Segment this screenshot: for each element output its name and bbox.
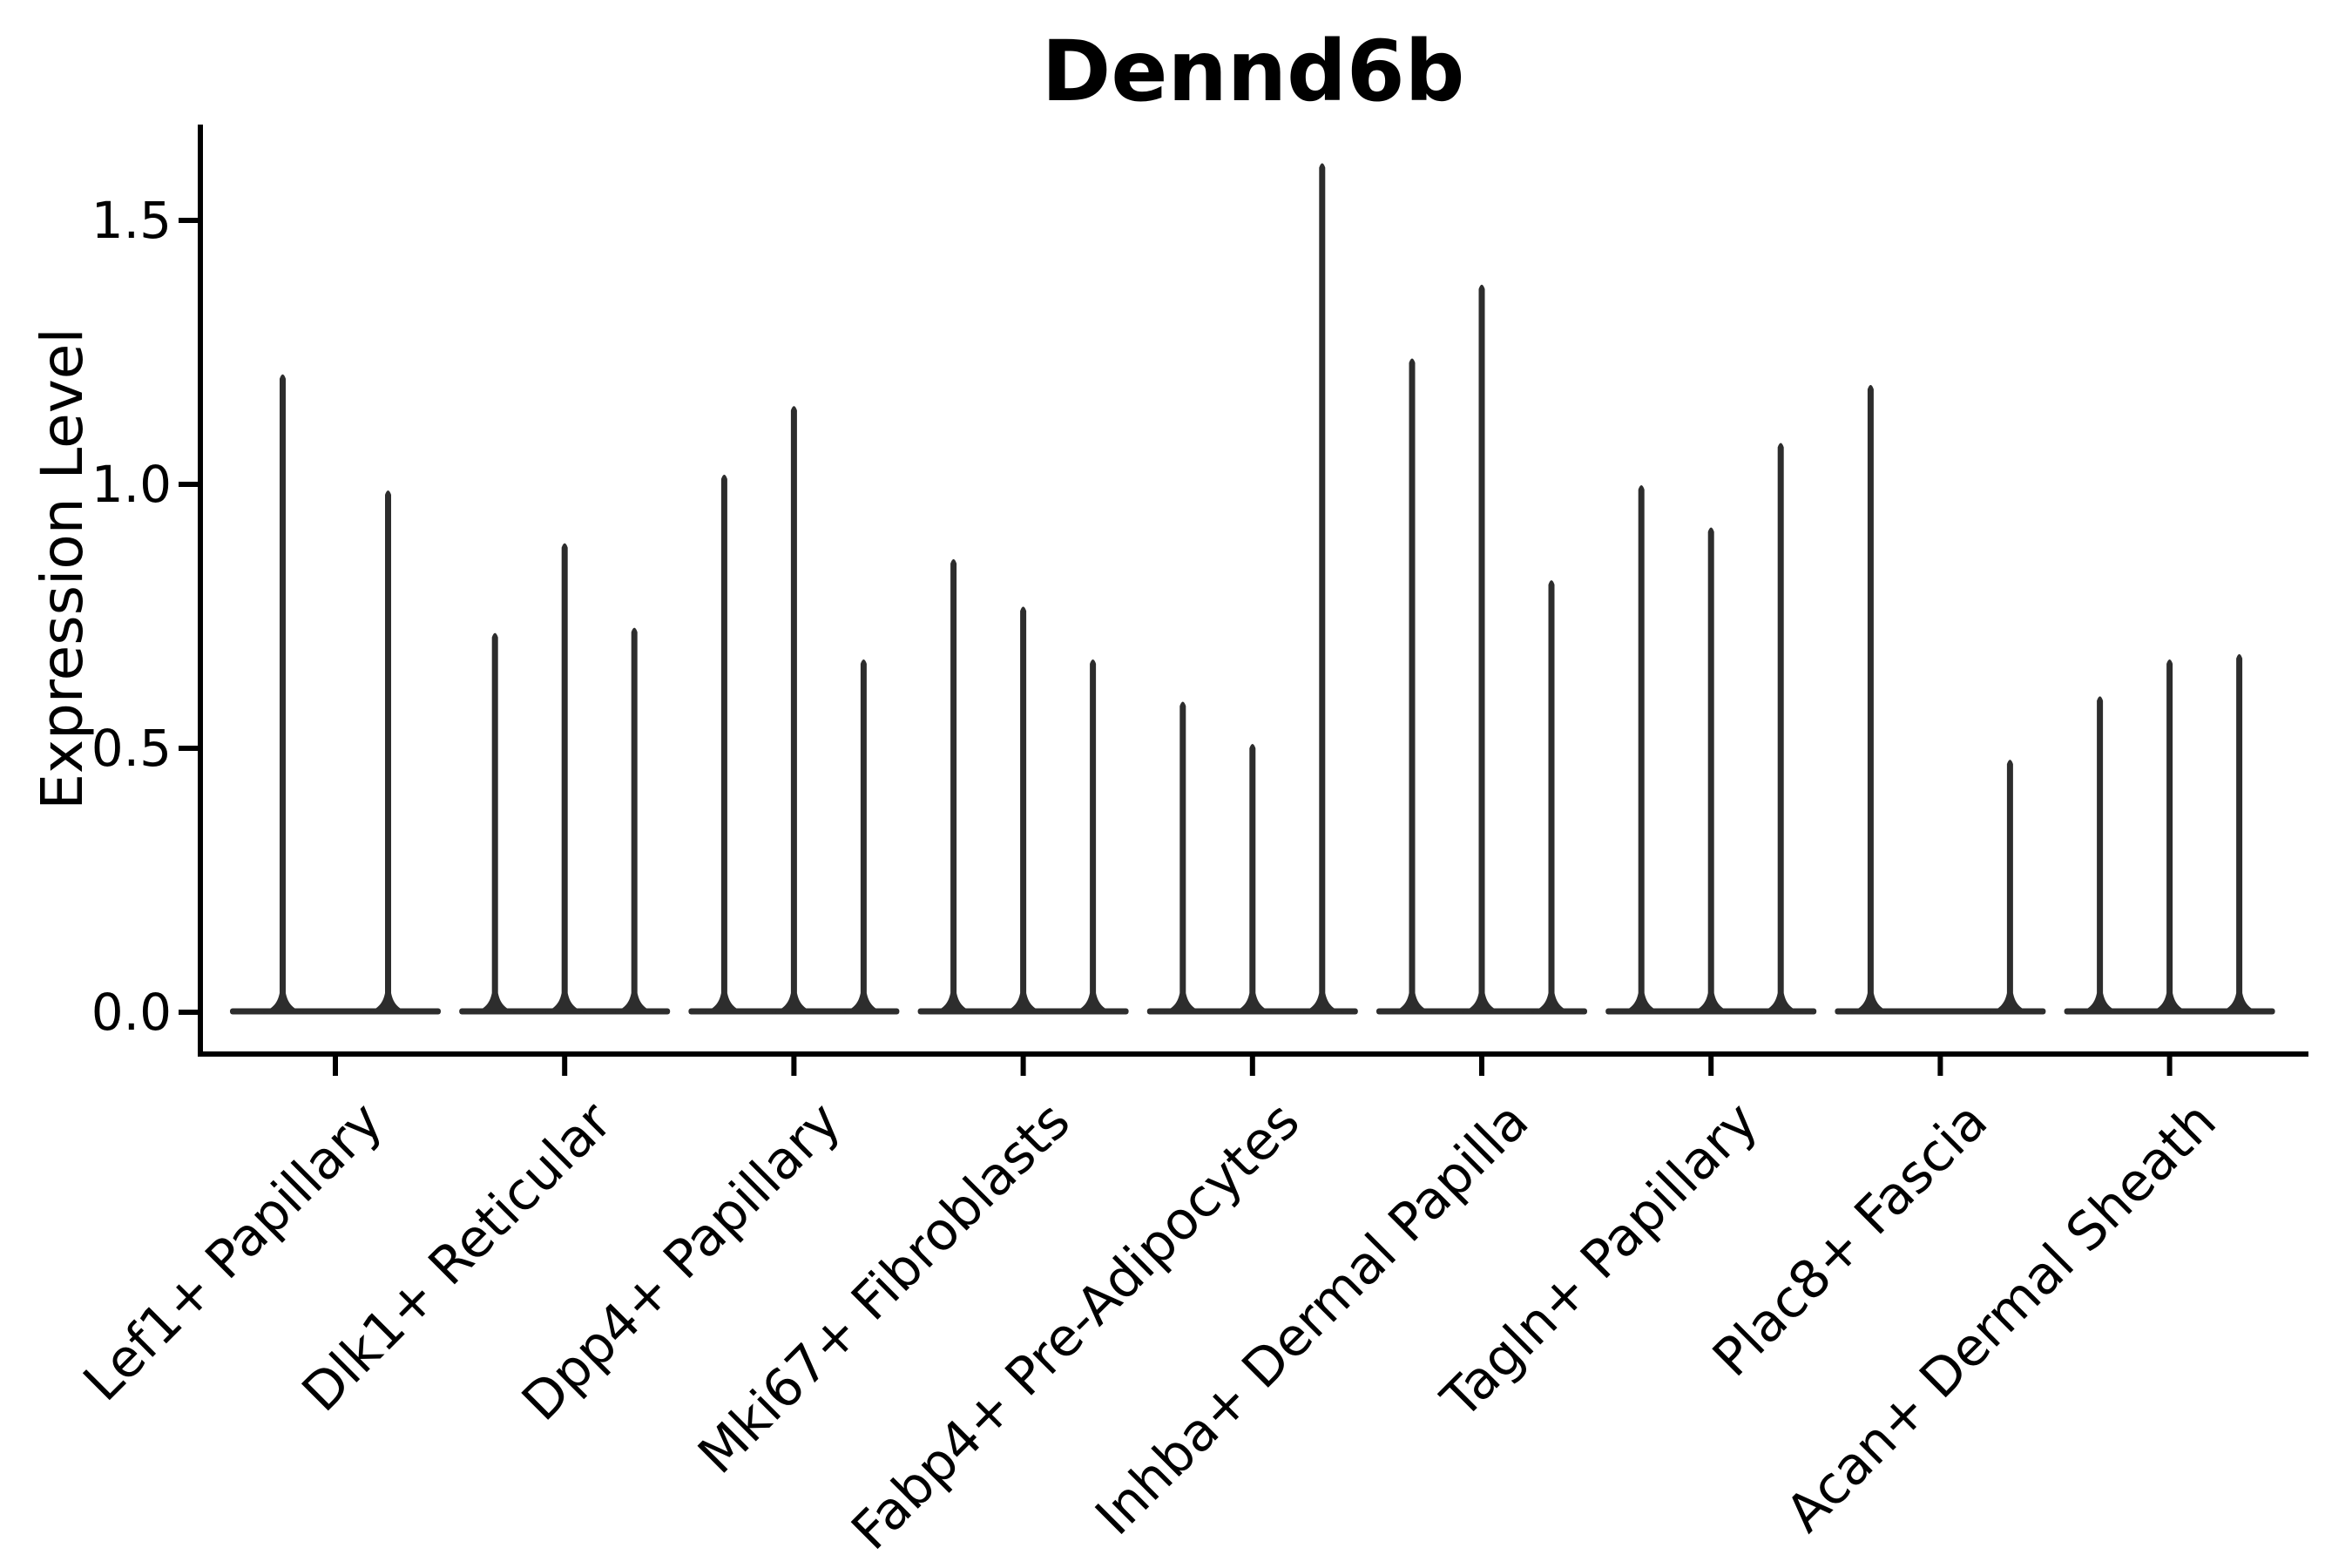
y-tick-label: 0.5 — [91, 719, 172, 778]
chart-title: Dennd6b — [1041, 23, 1465, 120]
y-tick-label: 1.5 — [91, 191, 172, 250]
violin — [837, 659, 890, 1014]
y-tick-label: 0.0 — [91, 983, 172, 1042]
violin — [997, 606, 1050, 1014]
violin — [469, 632, 522, 1014]
violin — [1525, 580, 1578, 1014]
violin — [538, 543, 591, 1014]
violin — [2213, 653, 2266, 1014]
violin — [1295, 163, 1348, 1015]
violin — [1754, 443, 1808, 1014]
violin — [927, 558, 980, 1014]
violin — [1685, 527, 1738, 1014]
y-tick-label: 1.0 — [91, 455, 172, 514]
violin — [1066, 659, 1119, 1014]
violin — [1156, 701, 1209, 1014]
violin — [608, 627, 661, 1014]
violin — [1984, 760, 2037, 1014]
violin — [1226, 743, 1279, 1014]
violin — [1844, 384, 1897, 1014]
violin — [256, 374, 309, 1014]
violin — [2143, 659, 2196, 1014]
violin — [698, 474, 751, 1014]
violin — [1456, 284, 1508, 1015]
violin — [2073, 696, 2126, 1014]
violin — [1615, 485, 1668, 1014]
violin — [1386, 358, 1438, 1014]
violin — [362, 490, 415, 1014]
violin — [767, 406, 821, 1015]
